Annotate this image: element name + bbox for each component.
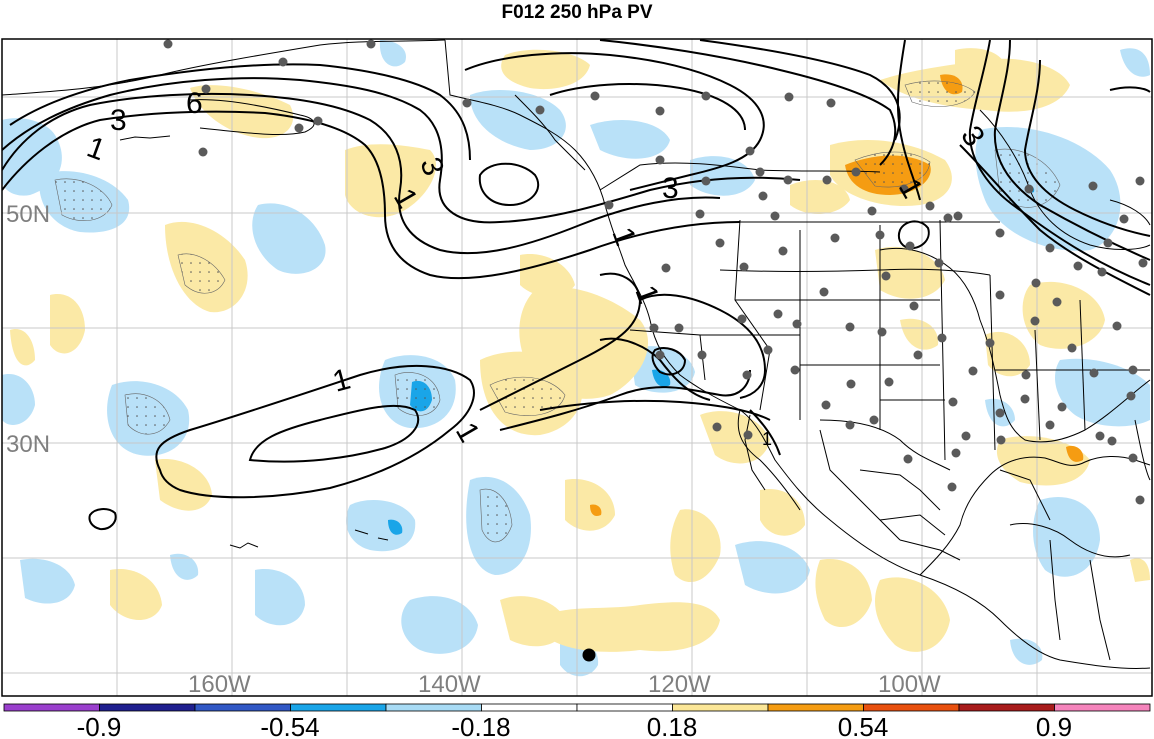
station-marker-highlight [582, 648, 596, 662]
map-title: F012 250 hPa PV [501, 2, 653, 23]
map-frame [1, 38, 1153, 697]
colorbar-label: -0.54 [260, 712, 319, 739]
colorbar-swatch [767, 703, 864, 712]
colorbar-swatch [481, 703, 578, 712]
colorbar-tick-labels: -0.9 -0.54 -0.18 0.18 0.54 0.9 [77, 712, 1072, 739]
contour-label: 1 [762, 429, 772, 449]
colorbar-swatch [99, 703, 196, 712]
colorbar-swatch [672, 703, 769, 712]
colorbar-swatch [3, 703, 100, 712]
colorbar-swatch [958, 703, 1055, 712]
colorbar-swatch [576, 703, 673, 712]
lon-label-140w: 140W [418, 671, 481, 698]
colorbar-swatch [290, 703, 387, 712]
lon-label-120w: 120W [648, 671, 711, 698]
colorbar-label: 0.18 [647, 712, 698, 739]
colorbar [3, 703, 1151, 712]
contour-label: 3 [110, 104, 127, 137]
contour-label: 6 [186, 87, 203, 120]
lon-label-100w: 100W [878, 671, 941, 698]
stippling-significance [54, 80, 1061, 543]
coastlines-and-borders [2, 39, 1151, 669]
contour-label: 3 [662, 172, 679, 205]
colorbar-label: -0.18 [451, 712, 510, 739]
colorbar-swatch [863, 703, 960, 712]
colorbar-swatch [194, 703, 291, 712]
colorbar-swatch [1054, 703, 1151, 712]
pv-contours [2, 39, 1151, 531]
lat-label-50n: 50N [6, 201, 50, 228]
station-markers [163, 39, 1148, 505]
colorbar-label: 0.54 [838, 712, 889, 739]
lon-label-160w: 160W [188, 671, 251, 698]
colorbar-label: 0.9 [1036, 712, 1072, 739]
colorbar-label: -0.9 [77, 712, 122, 739]
colorbar-swatch [385, 703, 482, 712]
lat-label-30n: 30N [6, 431, 50, 458]
